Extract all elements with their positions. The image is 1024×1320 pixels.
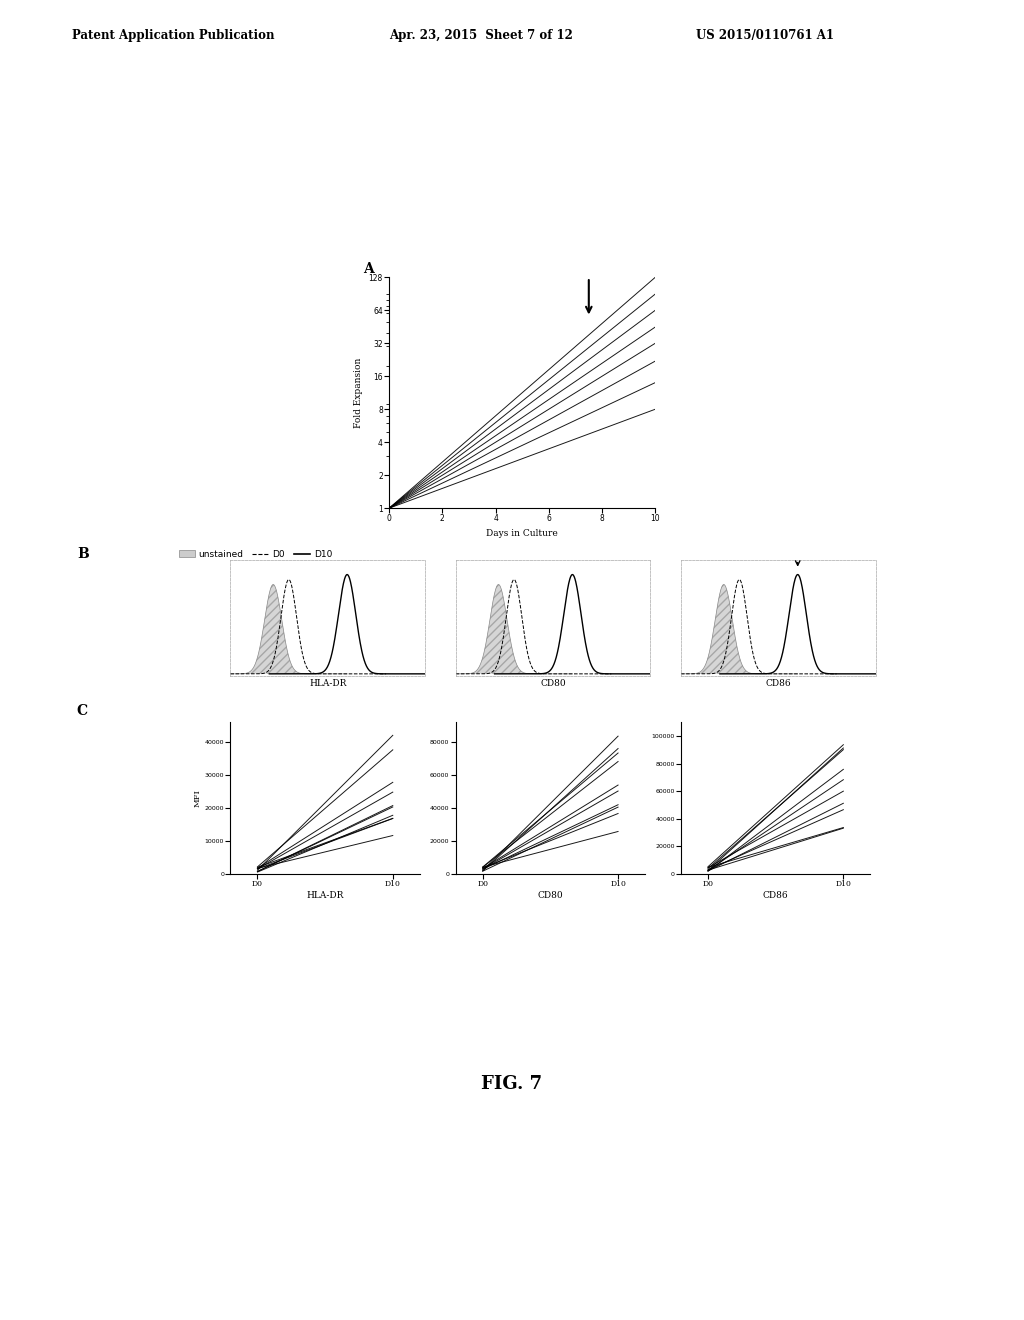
X-axis label: CD80: CD80 <box>540 678 566 688</box>
Text: C: C <box>77 705 88 718</box>
Text: FIG. 7: FIG. 7 <box>481 1074 543 1093</box>
X-axis label: HLA-DR: HLA-DR <box>306 891 344 900</box>
Text: Apr. 23, 2015  Sheet 7 of 12: Apr. 23, 2015 Sheet 7 of 12 <box>389 29 573 42</box>
X-axis label: HLA-DR: HLA-DR <box>309 678 346 688</box>
X-axis label: CD86: CD86 <box>763 891 788 900</box>
Legend: unstained, D0, D10: unstained, D0, D10 <box>178 549 332 558</box>
Y-axis label: Fold Expansion: Fold Expansion <box>354 358 364 428</box>
X-axis label: CD80: CD80 <box>538 891 563 900</box>
Text: A: A <box>364 263 374 276</box>
X-axis label: Days in Culture: Days in Culture <box>486 529 558 539</box>
Text: Patent Application Publication: Patent Application Publication <box>72 29 274 42</box>
Text: US 2015/0110761 A1: US 2015/0110761 A1 <box>696 29 835 42</box>
X-axis label: CD86: CD86 <box>765 678 792 688</box>
Text: B: B <box>77 548 88 561</box>
Y-axis label: MFI: MFI <box>194 789 202 807</box>
